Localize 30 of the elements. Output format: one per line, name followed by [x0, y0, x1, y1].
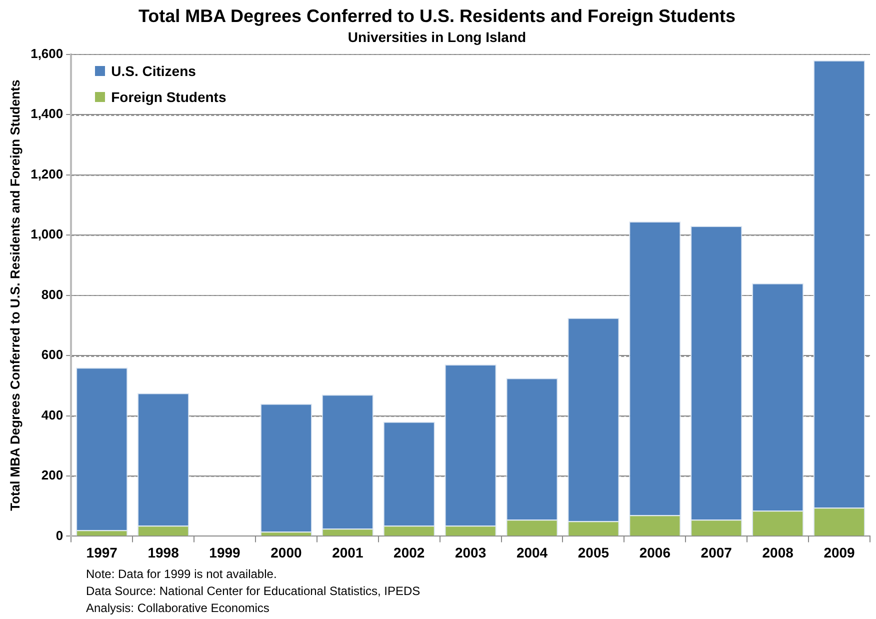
y-tick-label: 1,400: [30, 106, 64, 122]
y-tick-label: 600: [41, 347, 64, 362]
source-note: Data Source: National Center for Educational Statistics, IPEDS: [86, 583, 420, 600]
x-tick-label: 1997: [86, 544, 118, 560]
y-tick-label: 0: [56, 528, 64, 543]
chart-subtitle: Universities in Long Island: [348, 28, 526, 45]
x-tick-label: 2000: [270, 544, 302, 560]
x-tick-label: 2004: [516, 544, 548, 560]
y-tick-label: 400: [41, 407, 64, 422]
x-tick-label: 2009: [824, 544, 856, 560]
x-tick-label: 2007: [700, 544, 732, 560]
text: Analysis: Collaborative Economics: [86, 600, 270, 617]
x-tick-label: 2008: [762, 544, 794, 560]
legend-label: U.S. Citizens: [111, 63, 196, 80]
x-tick-label: 2003: [454, 544, 486, 560]
x-tick-label: 2005: [578, 544, 610, 560]
y-axis-title: Total MBA Degrees Conferred to U.S. Residents and Foreign Students: [7, 80, 22, 511]
x-tick-label: 2002: [394, 544, 425, 560]
y-tick-label: 1,200: [30, 166, 64, 182]
x-tick-label: 2006: [639, 544, 671, 560]
x-tick-label: 2001: [332, 544, 364, 560]
legend-label: Foreign Students: [111, 89, 226, 106]
text: Note: Data for 1999 is not available.: [86, 566, 278, 583]
y-tick-label: 200: [41, 468, 64, 483]
y-tick-label: 800: [41, 286, 64, 302]
x-tick-label: 1999: [209, 544, 241, 560]
chart-title: Total MBA Degrees Conferred to U.S. Residents and Foreign Students: [138, 6, 736, 26]
y-tick-label: 1,000: [30, 226, 64, 242]
x-tick-label: 1998: [148, 544, 180, 560]
y-tick-label: 1,600: [30, 46, 64, 61]
